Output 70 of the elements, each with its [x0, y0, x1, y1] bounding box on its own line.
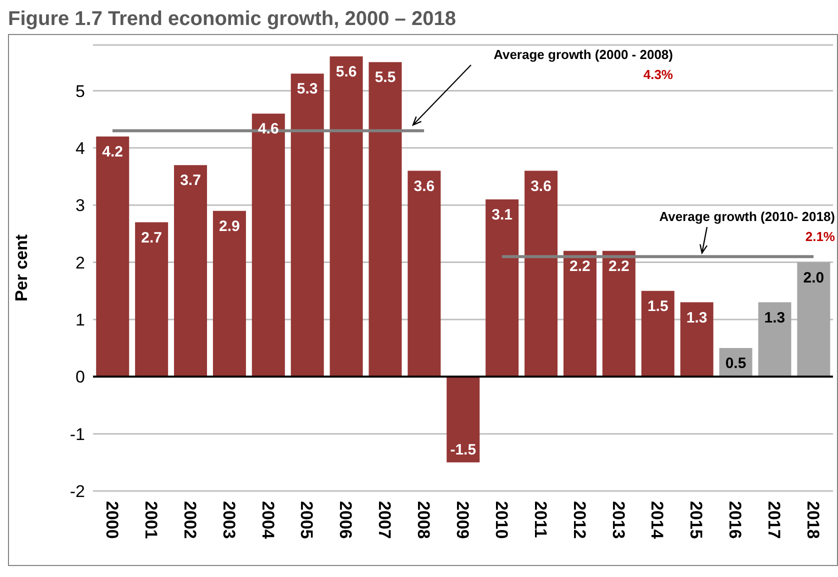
data-label: 2.7: [141, 229, 162, 246]
x-tick-label: 2000: [102, 501, 122, 539]
data-label: 2.0: [803, 269, 824, 286]
bar: [446, 376, 480, 462]
data-label: 3.6: [414, 178, 435, 195]
y-tick-label: 5: [76, 82, 85, 101]
x-tick-label: 2001: [141, 501, 160, 539]
data-label: -1.5: [450, 441, 476, 458]
bar: [290, 74, 324, 377]
x-tick-label: 2011: [530, 501, 550, 538]
bar: [524, 170, 558, 377]
x-tick-label: 2016: [726, 501, 745, 539]
x-tick-label: 2012: [570, 501, 589, 539]
data-label: 1.3: [686, 309, 708, 326]
annotation: Average growth (2010- 2018): [659, 209, 835, 224]
x-tick-label: 2018: [804, 501, 823, 539]
y-tick-label: -2: [70, 482, 85, 502]
bar: [408, 170, 441, 377]
x-tick-label: 2017: [764, 501, 784, 539]
bar: [797, 262, 830, 377]
x-tick-label: 2009: [453, 501, 472, 539]
y-tick-label: 3: [76, 196, 85, 216]
bar: [174, 165, 208, 377]
bar: [758, 302, 792, 377]
x-tick-label: 2013: [608, 501, 628, 539]
x-tick-label: 2003: [219, 501, 238, 539]
data-label: 5.6: [336, 63, 357, 80]
x-tick-label: 2010: [492, 501, 511, 539]
bar: [680, 302, 714, 377]
annotation: Average growth (2000 - 2008): [494, 47, 673, 62]
bar: [96, 136, 130, 377]
x-tick-label: 2014: [648, 501, 667, 540]
annotation: 2.1%: [805, 229, 836, 244]
y-tick-label: 1: [76, 310, 85, 330]
x-tick-label: 2004: [258, 501, 278, 540]
bar: [563, 250, 596, 377]
x-tick-label: 2008: [414, 501, 434, 539]
bar: [330, 56, 363, 377]
bar: [135, 222, 168, 377]
x-tick-label: 2015: [686, 501, 706, 539]
data-label: 0.5: [725, 355, 746, 372]
data-label: 2.2: [570, 258, 590, 275]
x-tick-label: 2005: [297, 501, 316, 539]
y-tick-label: 4: [76, 138, 85, 158]
annotation: 4.3%: [643, 67, 674, 82]
data-label: 5.5: [374, 69, 396, 86]
bar: [641, 290, 674, 377]
x-tick-label: 2007: [375, 501, 394, 539]
bar: [368, 62, 402, 377]
y-tick-label: -1: [70, 424, 85, 444]
data-label: 3.7: [180, 172, 201, 190]
bar: [602, 250, 636, 377]
data-label: 4.6: [258, 120, 279, 138]
y-axis-title: Per cent: [12, 234, 32, 302]
data-label: 4.2: [102, 143, 124, 160]
data-label: 2.9: [219, 218, 240, 235]
data-label: 5.3: [296, 80, 318, 98]
data-label: 1.5: [647, 298, 668, 315]
data-label: 2.2: [608, 258, 630, 275]
x-tick-label: 2002: [180, 501, 200, 539]
y-tick-label: 0: [76, 368, 85, 387]
x-tick-label: 2006: [336, 501, 356, 539]
bar: [252, 114, 285, 377]
chart-title: Figure 1.7 Trend economic growth, 2000 – 2018: [8, 8, 457, 32]
bar: [212, 210, 246, 377]
data-label: 3.6: [530, 178, 552, 195]
data-label: 1.3: [764, 309, 786, 326]
bar: [486, 199, 519, 377]
data-label: 3.1: [492, 206, 513, 224]
y-tick-label: 2: [76, 253, 85, 272]
